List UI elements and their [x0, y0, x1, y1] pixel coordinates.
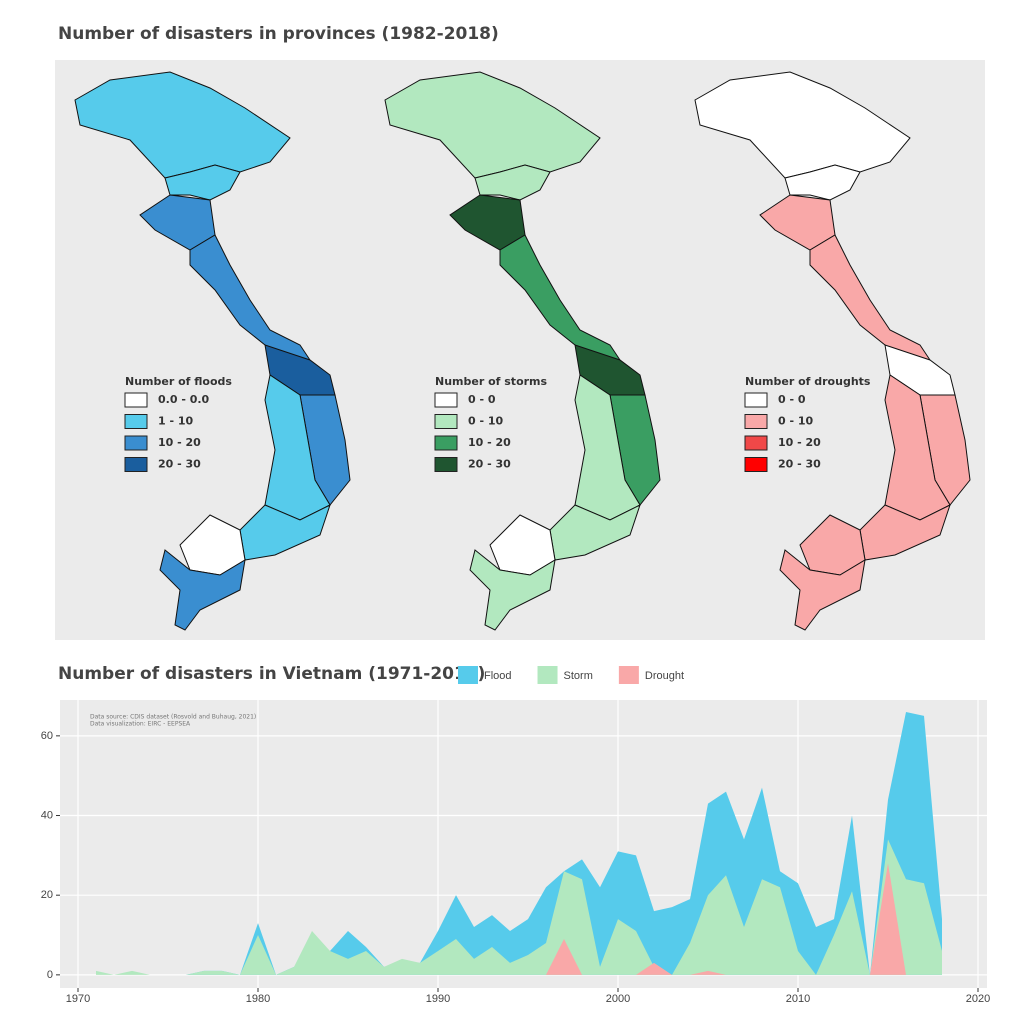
legend-swatch	[434, 435, 458, 451]
annotation: Data visualization: EIRC - EEPSEA	[90, 721, 191, 728]
x-tick-label: 2010	[786, 993, 810, 1005]
legend-label: 0 - 0	[468, 393, 496, 406]
legend-swatch	[434, 414, 458, 429]
map: Number of storms 0 - 0 0 - 10 10 - 20 20 - 3…	[384, 71, 661, 631]
legend-label: 10 - 20	[468, 436, 511, 449]
legend-swatch	[124, 414, 148, 429]
legend-swatch	[744, 414, 768, 429]
legend-swatch	[434, 392, 458, 408]
province-region	[74, 71, 291, 179]
chart: 0 20 40 60 1970 1980 1990 2000 2010 2020 Data sour…	[41, 666, 990, 1005]
legend-label: 0 - 0	[778, 393, 806, 406]
legend-label: 1 - 10	[158, 415, 194, 428]
province-region	[384, 71, 601, 179]
legend-swatch	[744, 435, 768, 451]
legend-swatch	[537, 666, 558, 684]
legend-swatch	[434, 457, 458, 472]
legend-label: 20 - 30	[158, 458, 201, 471]
legend-title: Number of floods	[125, 375, 232, 388]
y-tick-label: 40	[41, 809, 53, 821]
y-tick-label: 20	[41, 889, 53, 901]
map: Number of floods 0.0 - 0.0 1 - 10 10 - 20 20…	[74, 71, 351, 631]
legend-label: 10 - 20	[158, 436, 201, 449]
province-region	[474, 164, 551, 201]
legend-label: 0.0 - 0.0	[158, 393, 210, 406]
y-tick-label: 60	[41, 730, 53, 742]
legend-swatch	[458, 666, 478, 684]
legend-label: 10 - 20	[778, 436, 821, 449]
maps-title: Number of disasters in provinces (1982-2…	[58, 24, 499, 44]
map: Number of droughts 0 - 0 0 - 10 10 - 20 20 -…	[694, 71, 971, 631]
legend-label: 20 - 30	[778, 458, 821, 471]
legend-swatch	[744, 457, 768, 472]
province-region	[779, 549, 866, 631]
province-region	[159, 549, 246, 631]
x-tick-label: 1980	[246, 993, 270, 1005]
x-tick-label: 2000	[606, 993, 630, 1005]
legend-swatch	[744, 392, 768, 408]
x-tick-label: 2020	[966, 993, 990, 1005]
legend-swatch	[124, 392, 148, 408]
legend-label: 20 - 30	[468, 458, 511, 471]
x-tick-label: 1990	[426, 993, 450, 1005]
legend-label: Drought	[645, 670, 684, 682]
legend-label: Storm	[564, 670, 593, 682]
legend-swatch	[124, 435, 148, 451]
x-tick-label: 1970	[66, 993, 90, 1005]
chart-title: Number of disasters in Vietnam (1971-201…	[58, 664, 485, 684]
province-region	[469, 549, 556, 631]
legend-title: Number of droughts	[745, 375, 871, 388]
legend-swatch	[618, 666, 639, 684]
y-tick-label: 0	[47, 969, 53, 981]
legend-label: 0 - 10	[468, 415, 504, 428]
legend-swatch	[124, 457, 148, 472]
annotation: Data source: CDIS dataset (Rosvold and B…	[90, 714, 256, 721]
legend-label: Flood	[484, 670, 512, 682]
province-region	[164, 164, 241, 201]
province-region	[694, 71, 911, 179]
province-region	[784, 164, 861, 201]
legend-title: Number of storms	[435, 375, 548, 388]
maps: Number of floods 0.0 - 0.0 1 - 10 10 - 20 20…	[74, 71, 971, 631]
legend-label: 0 - 10	[778, 415, 814, 428]
area	[96, 839, 942, 975]
